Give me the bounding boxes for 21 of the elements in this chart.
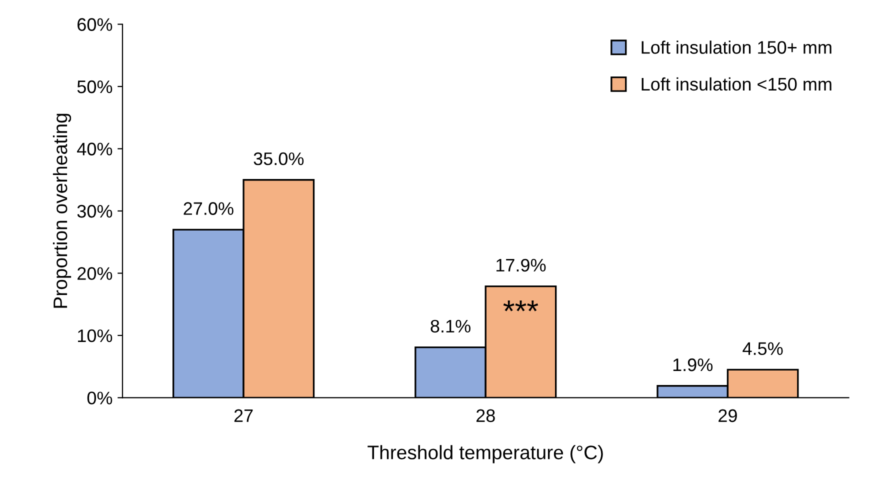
y-tick-label: 20% [78, 267, 112, 280]
data-label: 17.9% [496, 258, 546, 272]
legend-label: Loft insulation <150 mm [642, 77, 832, 91]
y-tick-label: 10% [78, 329, 112, 342]
legend-label: Loft insulation 150+ mm [642, 40, 832, 54]
data-label: 8.1% [430, 320, 470, 333]
y-tick-label: 30% [77, 204, 112, 218]
x-tick-label: 27 [234, 409, 253, 422]
data-label: 4.5% [742, 342, 783, 356]
x-tick-label: 28 [476, 409, 495, 422]
y-axis-title: Proportion overheating [52, 114, 72, 308]
data-label: 27.0% [184, 202, 234, 215]
data-label: 1.9% [673, 358, 713, 372]
y-tick-label: 40% [77, 142, 112, 156]
y-tick-label: 0% [87, 392, 112, 404]
annotation: *** [503, 300, 538, 312]
x-axis-title: Threshold temperature (°C) [368, 445, 603, 464]
y-tick-label: 60% [78, 18, 112, 31]
y-tick-label: 50% [77, 80, 112, 94]
x-tick-label: 29 [718, 409, 737, 422]
data-label: 35.0% [254, 152, 304, 166]
